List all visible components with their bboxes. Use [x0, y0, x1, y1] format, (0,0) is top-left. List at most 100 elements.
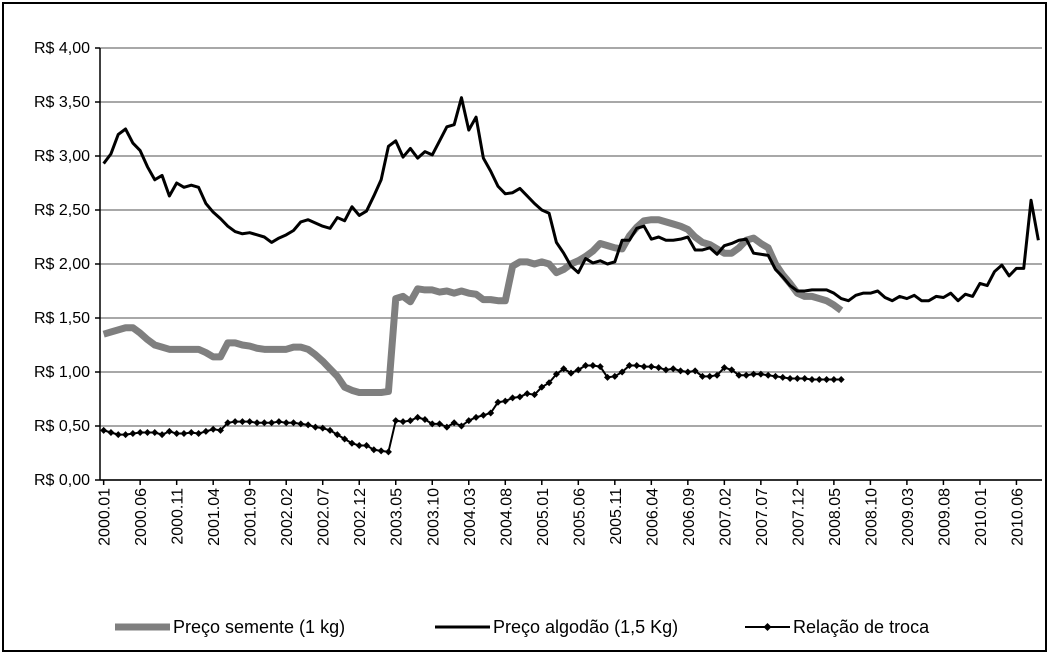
x-tick-label: 2000.06: [133, 488, 150, 546]
x-tick-label: 2005.01: [535, 488, 552, 546]
point-marker: [647, 363, 655, 371]
point-marker: [771, 372, 779, 380]
x-tick-label: 2002.12: [352, 488, 369, 546]
x-tick-label: 2002.02: [279, 488, 296, 546]
x-tick-label: 2009.03: [900, 488, 917, 546]
point-marker: [363, 441, 371, 449]
point-marker: [187, 428, 195, 436]
point-marker: [297, 420, 305, 428]
point-marker: [319, 424, 327, 432]
point-marker: [487, 409, 495, 417]
point-marker: [655, 364, 663, 372]
point-marker: [443, 423, 451, 431]
x-tick-label: 2006.09: [681, 488, 698, 546]
point-marker: [143, 428, 151, 436]
point-marker: [764, 371, 772, 379]
point-marker: [574, 366, 582, 374]
point-marker: [348, 439, 356, 447]
point-marker: [100, 426, 108, 434]
x-tick-label: 2000.01: [97, 488, 114, 546]
x-tick-label: 2004.03: [462, 488, 479, 546]
point-marker: [472, 413, 480, 421]
point-marker: [793, 374, 801, 382]
x-tick-label: 2008.05: [827, 488, 844, 546]
point-marker: [509, 394, 517, 402]
point-marker: [268, 419, 276, 427]
point-marker: [421, 416, 429, 424]
point-marker: [260, 419, 268, 427]
point-marker: [669, 365, 677, 373]
point-marker: [333, 431, 341, 439]
point-marker: [815, 376, 823, 384]
point-marker: [457, 422, 465, 430]
point-marker: [238, 418, 246, 426]
point-marker: [450, 419, 458, 427]
point-marker: [552, 370, 560, 378]
x-tick-label: 2010.06: [1009, 488, 1026, 546]
point-marker: [801, 374, 809, 382]
point-marker: [136, 428, 144, 436]
point-marker: [195, 430, 203, 438]
point-marker: [698, 372, 706, 380]
point-marker: [494, 398, 502, 406]
y-tick-label: R$ 0,00: [34, 472, 90, 489]
x-tick-label: 2001.04: [206, 488, 223, 546]
point-marker: [151, 428, 159, 436]
point-marker: [202, 427, 210, 435]
x-tick-label: 2001.09: [243, 488, 260, 546]
point-marker: [355, 441, 363, 449]
y-tick-label: R$ 2,50: [34, 202, 90, 219]
point-marker: [384, 448, 392, 456]
legend-marker: [763, 623, 772, 631]
point-marker: [823, 376, 831, 384]
y-tick-label: R$ 0,50: [34, 418, 90, 435]
x-tick-label: 2005.11: [608, 488, 625, 545]
point-marker: [428, 420, 436, 428]
point-marker: [158, 431, 166, 439]
y-tick-label: R$ 1,50: [34, 310, 90, 327]
point-marker: [246, 418, 254, 426]
y-tick-label: R$ 3,50: [34, 94, 90, 111]
point-marker: [173, 430, 181, 438]
point-marker: [706, 372, 714, 380]
point-marker: [582, 362, 590, 370]
point-marker: [392, 417, 400, 425]
point-marker: [604, 373, 612, 381]
point-marker: [560, 365, 568, 373]
x-tick-label: 2007.02: [717, 488, 734, 546]
point-marker: [436, 420, 444, 428]
x-tick-label: 2010.01: [973, 488, 990, 546]
point-marker: [830, 376, 838, 384]
x-tick-label: 2000.11: [170, 488, 187, 545]
point-marker: [728, 366, 736, 374]
point-marker: [633, 362, 641, 370]
x-tick-label: 2006.04: [644, 488, 661, 546]
point-marker: [677, 367, 685, 375]
y-tick-label: R$ 3,00: [34, 148, 90, 165]
point-marker: [290, 419, 298, 427]
point-marker: [640, 363, 648, 371]
point-marker: [370, 446, 378, 454]
point-marker: [691, 367, 699, 375]
point-marker: [209, 425, 217, 433]
x-tick-label: 2003.10: [425, 488, 442, 546]
legend-label: Relação de troca: [793, 617, 930, 637]
point-marker: [406, 417, 414, 425]
point-marker: [589, 362, 597, 370]
point-marker: [180, 430, 188, 438]
point-marker: [465, 417, 473, 425]
point-marker: [757, 370, 765, 378]
point-marker: [530, 391, 538, 399]
point-marker: [596, 363, 604, 371]
series-line: [102, 216, 844, 397]
point-marker: [837, 376, 845, 384]
point-marker: [216, 426, 224, 434]
point-marker: [107, 428, 115, 436]
y-tick-label: R$ 2,00: [34, 256, 90, 273]
point-marker: [742, 371, 750, 379]
point-marker: [122, 431, 130, 439]
point-marker: [735, 371, 743, 379]
series-line: [102, 96, 1040, 303]
point-marker: [275, 418, 283, 426]
